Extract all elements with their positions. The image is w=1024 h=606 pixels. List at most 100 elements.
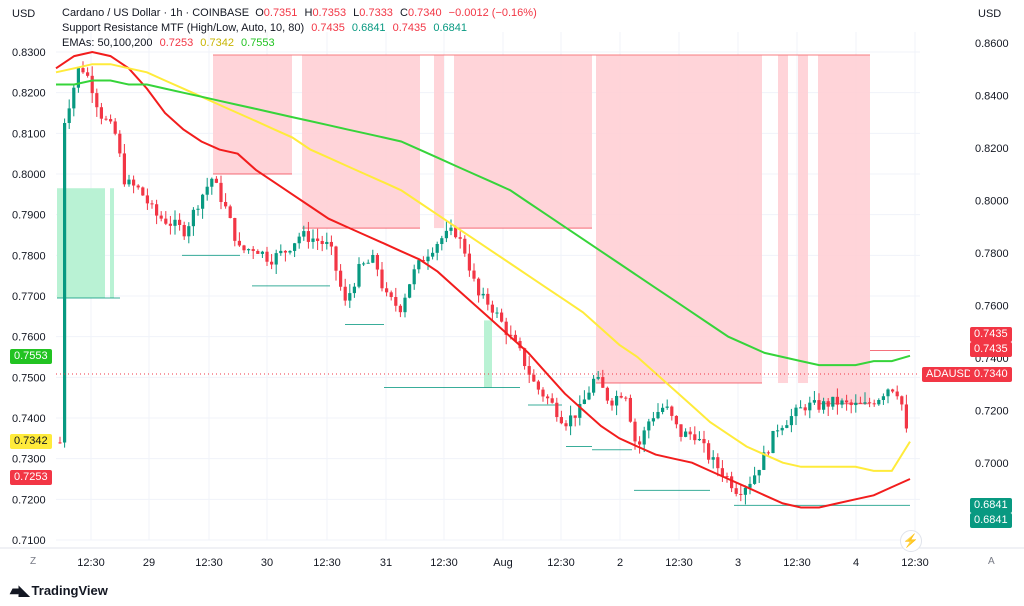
candle-body — [260, 251, 264, 254]
sr-value-3: 0.7435 — [392, 22, 427, 34]
candle-body — [431, 252, 435, 257]
support-zone — [110, 188, 114, 299]
right-tick-label: 0.8000 — [975, 196, 1009, 208]
candle-body — [408, 284, 412, 298]
candle-body — [527, 366, 531, 375]
tradingview-logo[interactable]: ▰◣ TradingView — [10, 582, 108, 599]
candle-body — [734, 488, 738, 494]
right-tick-label: 0.8400 — [975, 91, 1009, 103]
candle-body — [155, 204, 159, 216]
open-label: O — [255, 7, 264, 19]
left-tick-label: 0.7400 — [12, 413, 46, 425]
scale-button-z[interactable]: Z — [30, 556, 37, 567]
candle-body — [99, 107, 103, 119]
candle-body — [753, 475, 757, 484]
candle-body — [348, 293, 352, 301]
currency-left[interactable]: USD — [12, 8, 36, 20]
time-tick-label: Aug — [493, 557, 513, 569]
candle-body — [224, 201, 228, 207]
candle-body — [72, 87, 76, 109]
sr-indicator-name: Support Resistance MTF (High/Low, Auto, … — [62, 22, 305, 34]
candle-body — [242, 245, 246, 251]
candle-body — [854, 402, 858, 406]
candle-body — [214, 178, 218, 183]
candle-body — [573, 415, 577, 418]
candles — [58, 61, 908, 505]
candle-body — [90, 75, 94, 94]
resistance-tag-2: 0.7435 — [970, 342, 1012, 357]
candle-body — [398, 305, 402, 313]
candle-body — [256, 250, 260, 254]
candle-body — [904, 404, 908, 429]
time-tick-label: 12:30 — [313, 557, 341, 569]
sr-value-1: 0.7435 — [311, 22, 345, 34]
candle-body — [743, 487, 747, 495]
currency-right[interactable]: USD — [978, 8, 1002, 20]
close-label: C — [400, 7, 408, 19]
resistance-zone — [778, 55, 788, 384]
candle-body — [610, 400, 614, 406]
candle-body — [283, 250, 287, 253]
right-price-axis[interactable]: 0.86000.84000.82000.80000.78000.76000.74… — [975, 38, 1009, 470]
candle-body — [674, 415, 678, 425]
candle-body — [748, 483, 752, 488]
left-tick-label: 0.7600 — [12, 332, 46, 344]
left-price-axis[interactable]: 0.8300 0.8200 0.8100 0.8000 0.7900 0.7800 0.77… — [12, 47, 46, 547]
candle-body — [523, 348, 527, 367]
candle-body — [306, 231, 310, 242]
candle-body — [297, 236, 301, 244]
candle-body — [716, 457, 720, 469]
time-tick-label: 12:30 — [665, 557, 693, 569]
candle-body — [895, 391, 899, 397]
left-tick-label: 0.7500 — [12, 372, 46, 384]
candle-body — [771, 430, 775, 454]
scale-button-a[interactable]: A — [988, 556, 995, 567]
right-tick-label: 0.7200 — [975, 406, 1009, 418]
candle-body — [334, 246, 338, 271]
time-tick-label: 29 — [143, 557, 155, 569]
time-axis[interactable]: 12:30 29 12:30 30 12:30 31 12:30 Aug 12:30 2 12:30… — [77, 557, 929, 569]
ema50-tag: 0.7253 — [10, 470, 52, 485]
time-tick-label: 4 — [853, 557, 859, 569]
candle-body — [136, 185, 140, 188]
candle-body — [274, 253, 278, 265]
candle-body — [76, 68, 80, 88]
candle-body — [293, 243, 297, 251]
legend-sr-row[interactable]: Support Resistance MTF (High/Low, Auto, … — [62, 21, 537, 36]
candle-body — [661, 407, 665, 412]
candle-body — [757, 469, 761, 476]
candle-body — [486, 293, 490, 305]
resistance-zone — [596, 55, 762, 384]
candle-body — [343, 286, 347, 301]
candle-body — [362, 263, 366, 265]
time-tick-label: 30 — [261, 557, 273, 569]
candle-body — [564, 423, 568, 427]
change-value: −0.0012 (−0.16%) — [448, 7, 537, 19]
sr-levels — [57, 173, 910, 506]
legend-ema-row[interactable]: EMAs: 50,100,200 0.7253 0.7342 0.7553 — [62, 36, 537, 51]
candle-body — [394, 297, 398, 306]
candle-body — [58, 442, 62, 444]
symbol-title[interactable]: Cardano / US Dollar · 1h · COINBASE — [62, 7, 250, 19]
candle-body — [872, 403, 876, 405]
support-zone — [484, 320, 492, 388]
candle-body — [725, 476, 729, 478]
candle-body — [339, 270, 343, 287]
candle-body — [449, 227, 453, 231]
candle-body — [550, 398, 554, 403]
sr-value-4: 0.6841 — [433, 22, 467, 34]
candle-body — [366, 262, 370, 264]
left-tick-label: 0.8300 — [12, 47, 46, 59]
left-tick-label: 0.7100 — [12, 535, 46, 547]
candle-body — [490, 304, 494, 313]
legend-symbol-row: Cardano / US Dollar · 1h · COINBASE O0.7… — [62, 6, 537, 21]
indicator-icon[interactable]: ⚡ — [900, 530, 922, 552]
candle-body — [168, 223, 172, 226]
candle-body — [656, 411, 660, 419]
candle-body — [141, 187, 145, 196]
time-tick-label: 2 — [617, 557, 623, 569]
candle-body — [849, 402, 853, 406]
candle-body — [481, 293, 485, 296]
time-tick-label: 12:30 — [901, 557, 929, 569]
